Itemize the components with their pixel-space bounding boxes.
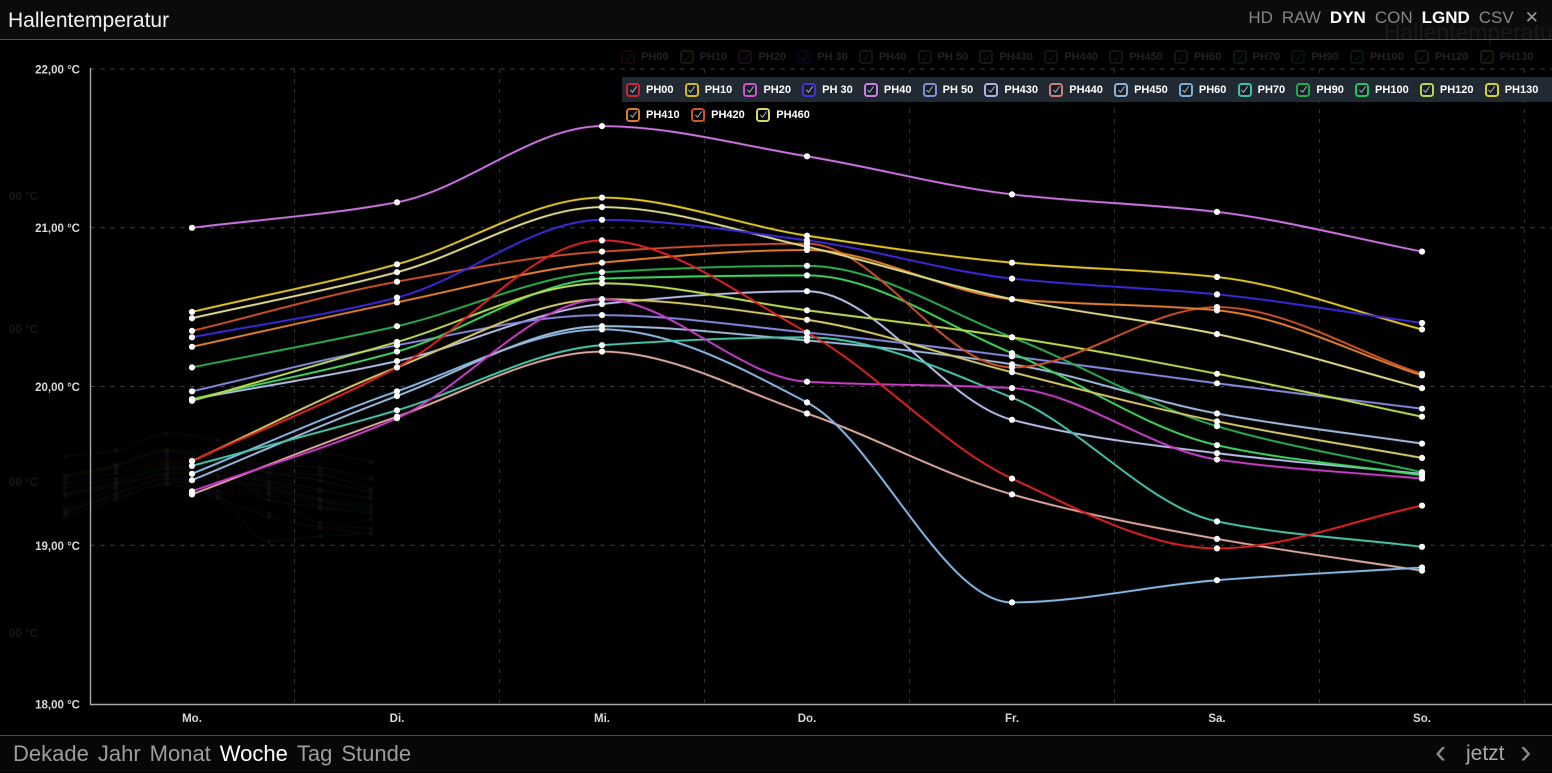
svg-text:Do.: Do. <box>798 713 817 725</box>
svg-text:Sa.: Sa. <box>1208 713 1225 725</box>
svg-text:Mi.: Mi. <box>594 713 610 725</box>
svg-text:20,00 °C: 20,00 °C <box>35 382 80 394</box>
svg-text:00 °C: 00 °C <box>9 191 38 203</box>
svg-text:00 °C: 00 °C <box>9 477 38 489</box>
svg-text:00 °C: 00 °C <box>9 324 38 336</box>
svg-text:So.: So. <box>1413 713 1431 725</box>
svg-text:Fr.: Fr. <box>1005 713 1019 725</box>
svg-text:18,00 °C: 18,00 °C <box>35 700 80 712</box>
svg-text:19,00 °C: 19,00 °C <box>35 541 80 553</box>
svg-text:21,00 °C: 21,00 °C <box>35 223 80 235</box>
svg-text:Mo.: Mo. <box>182 713 202 725</box>
svg-text:Di.: Di. <box>390 713 405 725</box>
svg-text:00 °C: 00 °C <box>9 628 38 640</box>
svg-text:22,00 °C: 22,00 °C <box>35 65 80 77</box>
